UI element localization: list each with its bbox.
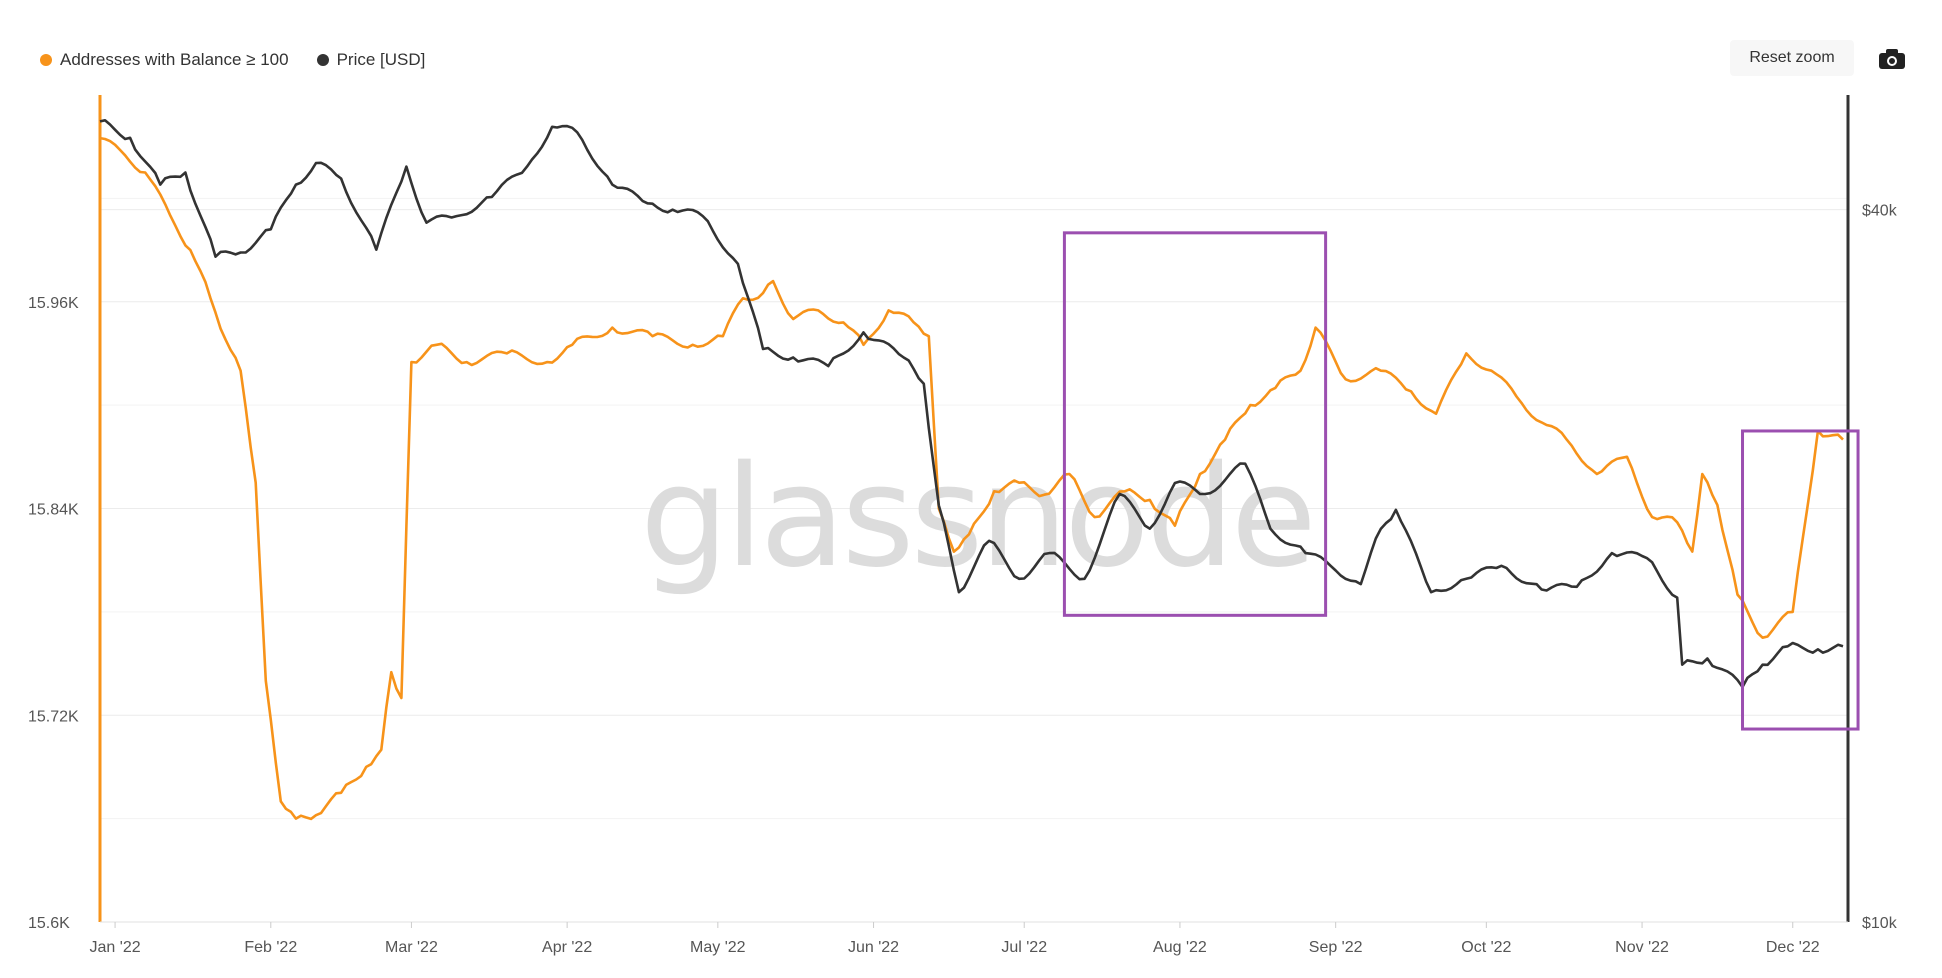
annotation-box-1 — [1062, 231, 1328, 617]
x-tick-label: Jan '22 — [90, 939, 141, 956]
x-tick-label: Dec '22 — [1766, 939, 1820, 956]
x-tick-label: May '22 — [690, 939, 746, 956]
annotation-box-2 — [1741, 429, 1860, 731]
series-line-price — [99, 119, 1844, 689]
y-axis-left: 15.6K 15.72K 15.84K 15.96K — [28, 95, 102, 932]
annotation-layer — [1062, 231, 1860, 731]
y-left-tick-label: 15.96K — [28, 295, 79, 312]
legend-item-price[interactable]: Price [USD] — [316, 50, 426, 70]
series-line-addresses — [99, 136, 1844, 821]
legend: Addresses with Balance ≥ 100 Price [USD] — [40, 50, 425, 70]
y-left-tick-label: 15.72K — [28, 708, 79, 725]
camera-icon[interactable] — [1878, 48, 1906, 70]
y-left-tick-label: 15.6K — [28, 915, 70, 932]
x-tick-label: Jul '22 — [1001, 939, 1047, 956]
series-layer — [99, 119, 1844, 821]
legend-label-addresses: Addresses with Balance ≥ 100 — [60, 50, 289, 69]
x-tick-label: Oct '22 — [1461, 939, 1511, 956]
x-tick-label: Nov '22 — [1615, 939, 1669, 956]
y-right-tick-label: $40k — [1862, 203, 1898, 220]
y-axis-right: $10k $40k — [1846, 95, 1898, 932]
legend-dot-addresses — [40, 54, 52, 66]
x-tick-label: Aug '22 — [1153, 939, 1207, 956]
y-left-tick-label: 15.84K — [28, 502, 79, 519]
legend-dot-price — [316, 54, 329, 66]
reset-zoom-button[interactable]: Reset zoom — [1730, 40, 1854, 76]
x-tick-label: Feb '22 — [244, 939, 297, 956]
x-tick-label: Mar '22 — [385, 939, 438, 956]
x-tick-label: Jun '22 — [848, 939, 899, 956]
y-right-tick-label: $10k — [1862, 915, 1898, 932]
legend-label-price: Price [USD] — [336, 50, 426, 69]
x-tick-label: Apr '22 — [542, 939, 592, 956]
x-axis: Jan '22 Feb '22 Mar '22 Apr '22 May '22 Jun '… — [90, 921, 1848, 956]
legend-item-addresses[interactable]: Addresses with Balance ≥ 100 — [40, 50, 289, 70]
x-tick-label: Sep '22 — [1309, 939, 1363, 956]
